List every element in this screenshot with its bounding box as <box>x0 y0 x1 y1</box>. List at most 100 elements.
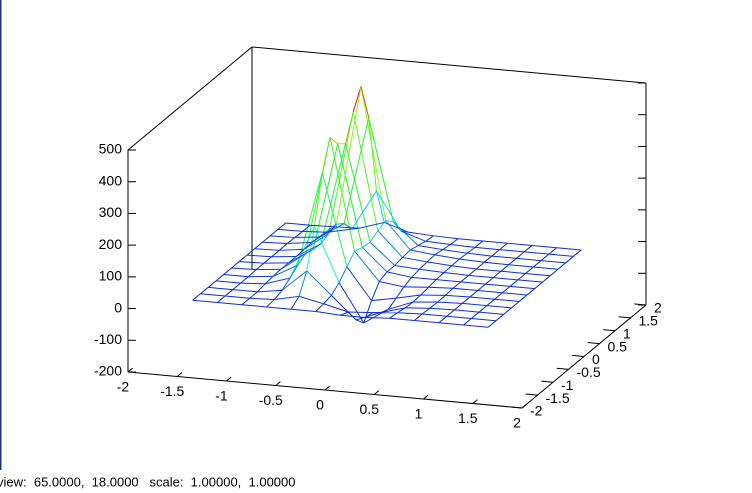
mesh-line <box>296 243 322 257</box>
mesh-line <box>352 86 362 112</box>
mesh-line <box>388 301 414 310</box>
z-tick-label: -100 <box>94 331 122 347</box>
mesh-line <box>329 137 339 145</box>
mesh-line <box>508 257 517 266</box>
y-tick-label: 0.5 <box>608 338 628 354</box>
mesh-line <box>463 318 472 326</box>
mesh-line <box>516 251 525 259</box>
mesh-line <box>302 224 311 232</box>
x-tick <box>423 394 429 400</box>
mesh-line <box>500 270 526 274</box>
mesh-line <box>509 279 519 287</box>
mesh-line <box>533 266 559 270</box>
mesh-line <box>459 258 485 263</box>
mesh-line <box>238 254 248 262</box>
mesh-line <box>491 255 517 259</box>
mesh-line <box>310 224 336 228</box>
mesh-line <box>499 242 508 251</box>
mesh-line <box>476 261 485 270</box>
mesh-line <box>285 222 311 226</box>
mesh-line <box>484 261 509 266</box>
mesh-line <box>217 301 243 306</box>
mesh-line <box>396 294 421 299</box>
mesh-line <box>262 241 288 245</box>
mesh-line <box>376 190 402 232</box>
mesh-line <box>302 230 328 233</box>
z-tick-label: 100 <box>99 268 123 284</box>
mesh-line <box>540 253 550 261</box>
mesh-line <box>304 137 331 254</box>
mesh-line <box>557 262 567 270</box>
mesh-line <box>426 254 436 263</box>
mesh-line <box>397 307 406 314</box>
mesh-line <box>384 221 410 233</box>
mesh-line <box>378 271 388 282</box>
mesh-line <box>461 296 471 304</box>
mesh-line <box>408 231 434 237</box>
mesh-line <box>321 172 348 267</box>
x-tick <box>275 381 281 386</box>
mesh-line <box>273 289 283 300</box>
mesh-line <box>517 273 526 281</box>
mesh-line <box>453 287 478 292</box>
status-text: view: 65.0000, 18.0000 scale: 1.00000, 1… <box>0 474 296 489</box>
mesh-line <box>279 243 288 251</box>
mesh-line <box>459 252 468 260</box>
mesh-line <box>548 253 574 257</box>
mesh-line <box>371 281 380 301</box>
mesh-line <box>287 241 312 245</box>
mesh-line <box>192 293 201 301</box>
mesh-line <box>508 264 534 268</box>
mesh-line <box>462 302 487 307</box>
mesh-line <box>433 235 459 240</box>
y-tick-label: -0.5 <box>577 364 601 380</box>
mesh-line <box>329 137 356 252</box>
y-tick <box>541 380 554 383</box>
mesh-line <box>385 220 394 223</box>
mesh-line <box>297 253 306 266</box>
mesh-line <box>469 290 479 298</box>
mesh-line <box>346 266 372 301</box>
mesh-line <box>323 303 349 313</box>
mesh-line <box>549 268 559 277</box>
mesh-line <box>386 271 412 278</box>
mesh-line <box>314 226 340 283</box>
mesh-line <box>556 247 582 251</box>
mesh-line <box>295 249 305 257</box>
mesh-line <box>337 143 363 248</box>
y-tick-label: -1.5 <box>546 390 570 406</box>
mesh-line <box>389 312 398 319</box>
mesh-line <box>303 233 329 250</box>
mesh-line <box>360 86 370 119</box>
mesh-line <box>362 241 371 248</box>
mesh-line <box>400 230 426 242</box>
mesh-line <box>248 269 257 278</box>
mesh-line <box>232 282 241 290</box>
mesh-line <box>500 264 510 272</box>
mesh-line <box>223 273 249 278</box>
mesh-line <box>387 297 397 310</box>
mesh-line <box>454 309 480 313</box>
mesh-line <box>351 190 377 230</box>
mesh-line <box>257 289 283 293</box>
mesh-line <box>429 301 438 309</box>
mesh-line <box>327 228 352 233</box>
mesh-line <box>239 261 264 264</box>
box-edge <box>127 46 253 151</box>
mesh-line <box>288 248 314 264</box>
mesh-line <box>281 277 291 291</box>
box-edge <box>251 46 647 84</box>
mesh-line <box>363 300 372 324</box>
mesh-line <box>254 248 280 251</box>
y-tick-label: 1 <box>623 325 631 341</box>
x-tick <box>472 399 478 404</box>
mesh-line <box>320 233 330 245</box>
mesh-line <box>518 294 528 302</box>
mesh-line <box>487 320 497 328</box>
mesh-line <box>352 111 379 231</box>
mesh-line <box>442 249 468 254</box>
x-tick <box>176 372 183 377</box>
mesh-line <box>486 298 495 307</box>
mesh-line <box>397 312 423 315</box>
mesh-line <box>548 247 557 255</box>
